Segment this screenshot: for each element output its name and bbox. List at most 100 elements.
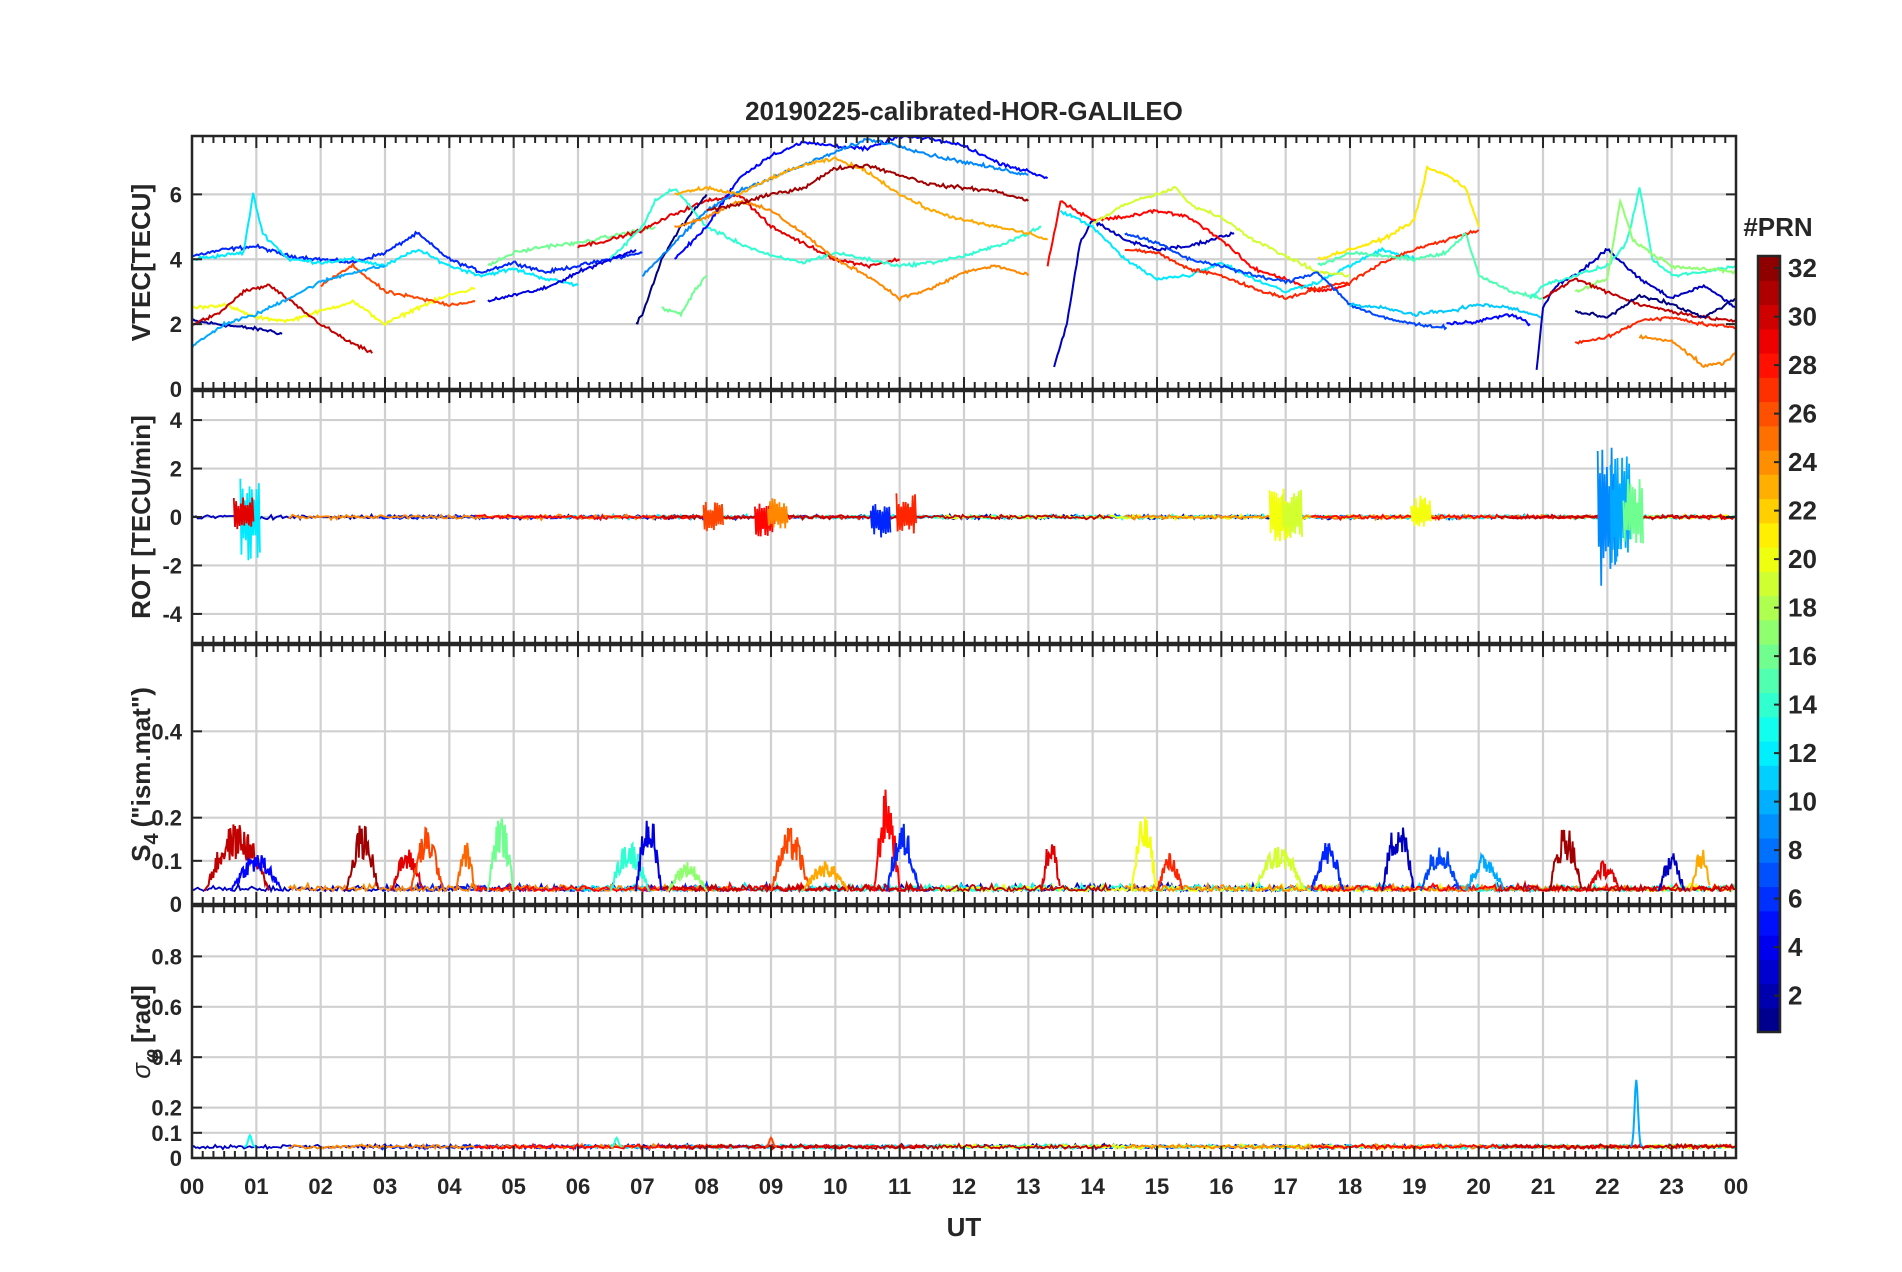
x-tick-label: 12 [952, 1174, 976, 1199]
colorbar-band [1758, 716, 1780, 742]
burst-prn-28 [872, 789, 901, 892]
spike-prn-16 [1622, 479, 1644, 544]
y-tick-label: 2 [170, 457, 182, 482]
series-line-prn-19 [1092, 185, 1351, 278]
y-tick-label: 0.2 [151, 1096, 182, 1121]
burst-prn-10 [1464, 851, 1505, 892]
series-line-prn-30 [660, 879, 1112, 894]
series-line-prn-30 [661, 1142, 1112, 1151]
series-line-prn-5 [1446, 313, 1531, 327]
grid-s4 [190, 645, 1738, 906]
x-tick-label: 10 [823, 1174, 847, 1199]
burst-prn-14 [609, 840, 650, 892]
colorbar-band [1758, 813, 1780, 839]
colorbar-band [1758, 256, 1780, 281]
y-tick-label: 0.1 [151, 849, 182, 874]
colorbar-band [1758, 595, 1780, 621]
spike-prn-27 [895, 493, 917, 534]
burst-prn-23 [1690, 849, 1711, 892]
y-tick-label: 0.8 [151, 944, 182, 969]
burst-prn-16 [486, 818, 515, 892]
x-tick-label: 11 [888, 1174, 911, 1199]
colorbar-band [1758, 1007, 1780, 1033]
x-axis-label: UT [947, 1212, 982, 1242]
colorbar-tick-label: 4 [1788, 932, 1803, 962]
burst-prn-3 [1381, 827, 1415, 892]
y-tick-label: 0.6 [151, 995, 182, 1020]
colorbar-band [1758, 935, 1780, 960]
colorbar-band [1758, 401, 1780, 427]
x-tick-label: 17 [1273, 1174, 1297, 1199]
colorbar-band [1758, 474, 1780, 500]
burst-prn-31 [345, 825, 380, 892]
burst-prn-31 [1548, 829, 1583, 892]
x-tick-label: 21 [1531, 1174, 1555, 1199]
spike-prn-10 [1629, 1079, 1643, 1148]
colorbar-tick-label: 16 [1788, 641, 1817, 671]
burst-prn-7 [1419, 847, 1460, 892]
colorbar-band [1758, 838, 1780, 863]
colorbar-band [1758, 983, 1780, 1009]
y-tick-label: 0.2 [151, 806, 182, 831]
y-tick-label: -2 [162, 553, 182, 578]
series-line-prn-30 [192, 283, 373, 354]
colorbar-band [1758, 353, 1780, 378]
colorbar-band [1758, 741, 1780, 766]
series-line-prn-20 [192, 286, 476, 327]
series-line-prn-27 [1574, 316, 1736, 345]
series-group-s4 [192, 789, 1736, 895]
colorbar-tick-label: 10 [1788, 787, 1817, 817]
burst-prn-19 [1252, 846, 1306, 892]
ticks-vtec: 0 2 4 6 [170, 136, 1737, 402]
spike-prn-6 [869, 504, 892, 538]
series-line-prn-14 [609, 188, 1042, 269]
colorbar-band [1758, 498, 1780, 524]
series-line-prn-3 [1053, 219, 1235, 368]
series-line-prn-26 [320, 261, 476, 308]
series-line-prn-30 [1542, 277, 1736, 323]
series-line-prn-5 [674, 136, 1049, 260]
burst-prn-29 [390, 849, 425, 892]
y-tick-label: -4 [162, 602, 182, 627]
x-tick-label: 05 [501, 1174, 525, 1199]
series-group-rot [192, 447, 1736, 586]
burst-prn-20 [1130, 816, 1158, 892]
colorbar-band [1758, 765, 1780, 791]
spike-prn-19 [1281, 489, 1303, 538]
spike-prn-26 [765, 1136, 777, 1148]
colorbar-band [1758, 522, 1780, 548]
burst-prn-6 [885, 823, 920, 892]
spike-prn-24 [766, 498, 789, 529]
colorbar-label: #PRN [1743, 212, 1812, 242]
series-line-prn-3 [1535, 247, 1736, 371]
x-tick-label: 01 [244, 1174, 268, 1199]
burst-prn-29 [1587, 860, 1621, 892]
y-tick-label: 6 [170, 182, 182, 207]
colorbar-tick-label: 26 [1788, 399, 1817, 429]
burst-prn-5 [229, 854, 283, 892]
colorbar-band [1758, 328, 1780, 354]
burst-prn-27 [1156, 852, 1184, 892]
colorbar-band [1758, 619, 1780, 645]
series-line-prn-17 [1574, 197, 1736, 293]
ticks-rot: -4 -2 0 2 4 [162, 391, 1737, 643]
series-line-prn-6 [192, 230, 643, 275]
colorbar-band [1758, 450, 1780, 475]
x-tick-label: 00 [1724, 1174, 1748, 1199]
y-tick-label: 2 [170, 312, 182, 337]
burst-prn-6 [1310, 842, 1345, 892]
series-line-prn-15 [1317, 232, 1544, 301]
x-tick-label: 16 [1209, 1174, 1233, 1199]
series-line-prn-1 [635, 193, 708, 325]
colorbar-tick-label: 20 [1788, 544, 1817, 574]
colorbar-band [1758, 644, 1780, 669]
series-line-prn-30 [1497, 1142, 1736, 1151]
spike-prn-26 [702, 501, 724, 532]
colorbar-band [1758, 789, 1780, 815]
series-line-prn-10 [192, 264, 386, 349]
x-tick-label: 07 [630, 1174, 654, 1199]
y-tick-label: 4 [170, 408, 183, 433]
x-tick-label: 02 [308, 1174, 332, 1199]
